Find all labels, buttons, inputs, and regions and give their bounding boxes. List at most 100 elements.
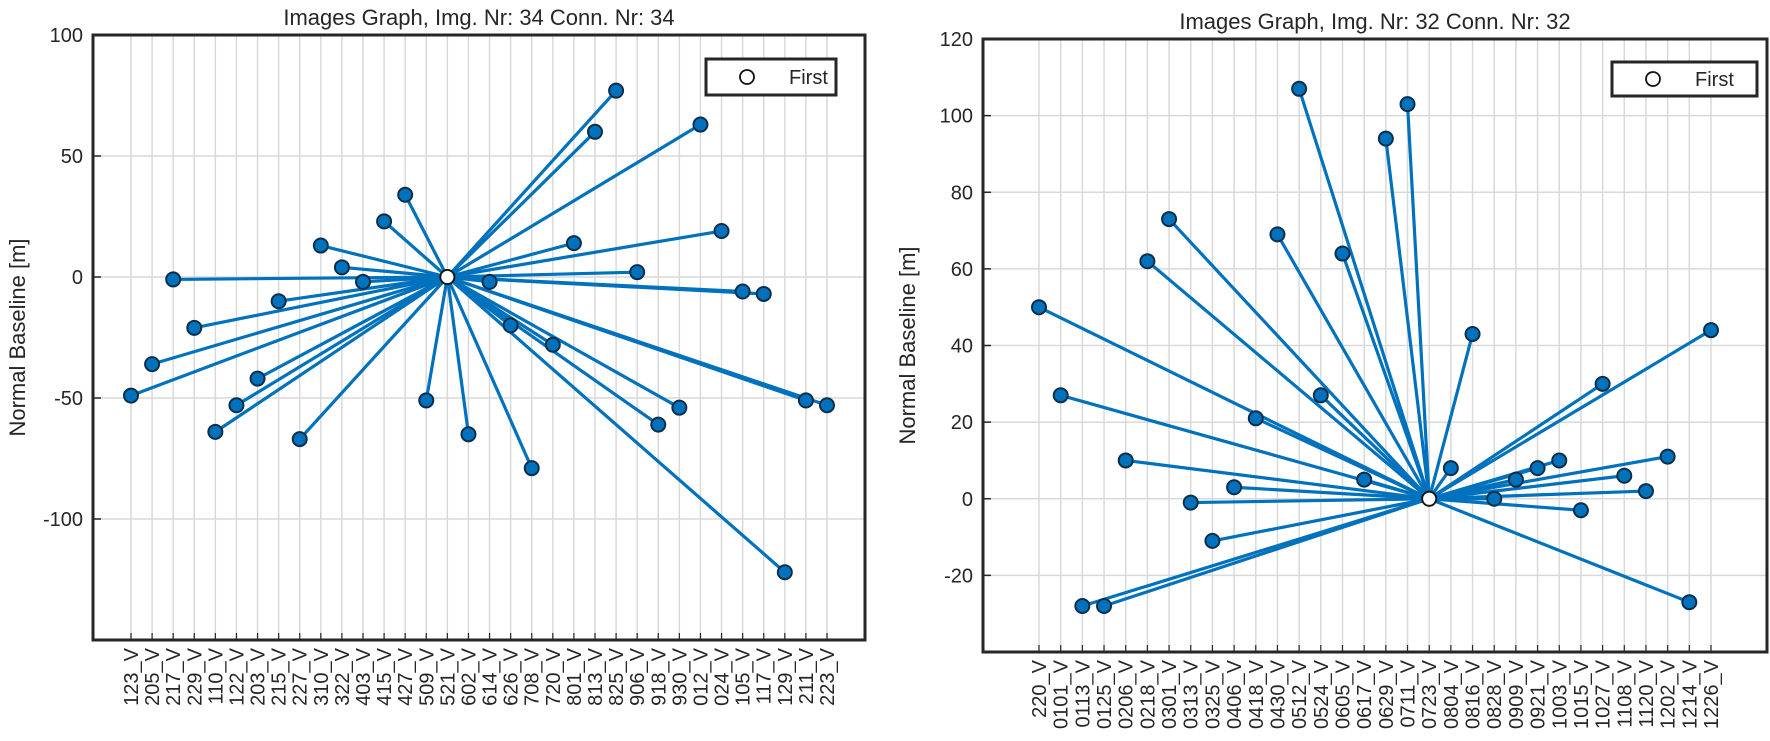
connection-line — [1319, 393, 1431, 501]
connection-line — [1124, 458, 1431, 501]
data-point — [270, 293, 287, 310]
x-tick-label: 205_V — [142, 647, 164, 705]
connection-line — [319, 243, 449, 279]
y-tick-label: 100 — [940, 106, 973, 128]
connection-line — [234, 275, 449, 407]
connection-line — [1340, 251, 1431, 501]
x-tick-label: 906_V — [627, 647, 649, 705]
data-point — [249, 370, 266, 387]
x-tick-label: 1003_V — [1549, 659, 1571, 729]
legend-box — [704, 57, 838, 97]
connection-line — [1427, 328, 1713, 501]
data-point — [123, 387, 139, 404]
connection-line — [1362, 477, 1431, 501]
x-tick-label: 223_V — [817, 647, 839, 705]
x-tick-label: 1202_V — [1658, 659, 1680, 729]
x-tick-label: 220_V — [1029, 659, 1051, 717]
connection-line — [445, 229, 724, 279]
data-point — [1442, 460, 1459, 477]
data-point — [165, 271, 182, 288]
data-point — [481, 273, 498, 290]
data-point — [1681, 594, 1698, 611]
data-point — [587, 123, 603, 140]
x-tick-label: 0206_V — [1116, 659, 1138, 729]
connection-line — [1167, 217, 1431, 501]
axes-frame — [91, 33, 867, 642]
x-tick-label: 825_V — [606, 647, 628, 705]
x-tick-label: 110_V — [205, 647, 227, 704]
data-point — [1356, 471, 1373, 488]
data-point — [1551, 452, 1568, 469]
connection-line — [445, 275, 471, 436]
data-point — [1399, 96, 1416, 113]
x-tick-label: 1226_V — [1701, 659, 1723, 729]
x-tick-label: 0430_V — [1267, 659, 1289, 729]
connection-line — [445, 275, 766, 296]
first-point — [439, 269, 456, 285]
x-tick-label: 122_V — [226, 647, 248, 705]
data-point — [1703, 322, 1719, 339]
connection-line — [1275, 232, 1431, 501]
connection-line — [445, 241, 576, 279]
x-tick-label: 0406_V — [1224, 659, 1246, 729]
x-tick-label: 0816_V — [1463, 659, 1485, 729]
x-tick-label: 403_V — [353, 647, 375, 705]
x-tick-label: 215_V — [269, 647, 291, 705]
data-point — [629, 264, 646, 281]
data-point — [1139, 253, 1156, 270]
data-point — [376, 213, 393, 230]
data-point — [544, 336, 561, 353]
data-point — [713, 223, 730, 240]
connection-line — [1427, 497, 1691, 604]
x-tick-label: 105_V — [733, 647, 755, 705]
legend-marker — [1645, 71, 1661, 87]
x-tick-label: 614_V — [480, 647, 502, 705]
y-tick-label: 100 — [50, 25, 83, 47]
data-point — [397, 186, 414, 203]
x-tick-label: 123_V — [121, 647, 143, 705]
chart-title: Images Graph, Img. Nr: 34 Conn. Nr: 34 — [283, 5, 674, 30]
connection-line — [445, 275, 681, 410]
data-point — [291, 431, 308, 448]
first-point — [1421, 490, 1438, 507]
connection-line — [445, 89, 618, 279]
data-point — [1269, 226, 1286, 243]
x-tick-label: 117_V — [754, 647, 776, 704]
right-chart: -20 0 20 40 60 80 100 120 220_V 0101_V 0113_V 0125_… — [895, 9, 1769, 729]
x-tick-label: 626_V — [501, 647, 523, 705]
y-tick-label: -100 — [43, 509, 83, 531]
data-point — [1464, 326, 1481, 343]
connection-line — [1254, 416, 1431, 501]
connection-line — [255, 275, 449, 381]
x-tick-label: 415_V — [374, 647, 396, 705]
data-point — [502, 317, 519, 334]
x-tick-label: 012_V — [690, 647, 712, 705]
y-tick-label: 80 — [951, 182, 973, 204]
data-point — [207, 423, 224, 440]
data-point — [1529, 460, 1546, 477]
x-tick-label: 0617_V — [1354, 659, 1376, 729]
legend-label: First — [1695, 69, 1734, 91]
x-tick-label: 509_V — [416, 647, 438, 705]
x-tick-label: 1214_V — [1679, 659, 1701, 729]
data-point — [1637, 483, 1654, 500]
connection-line — [340, 265, 449, 279]
data-point — [1052, 387, 1069, 404]
x-tick-label: 0313_V — [1181, 659, 1203, 729]
y-tick-label: 40 — [951, 336, 973, 358]
data-point — [1096, 598, 1113, 615]
x-tick-label: 211_V — [796, 647, 818, 704]
data-point — [333, 259, 350, 276]
data-point — [734, 283, 751, 300]
data-point — [228, 397, 245, 414]
x-tick-label: 0629_V — [1376, 659, 1398, 729]
connection-line — [361, 275, 449, 284]
data-point — [608, 82, 625, 99]
connection-line — [129, 275, 449, 398]
x-tick-label: 0804_V — [1441, 659, 1463, 729]
connection-line — [1232, 485, 1431, 501]
x-tick-label: 720_V — [543, 647, 565, 705]
data-point — [1117, 452, 1134, 469]
connection-line — [1189, 497, 1431, 505]
